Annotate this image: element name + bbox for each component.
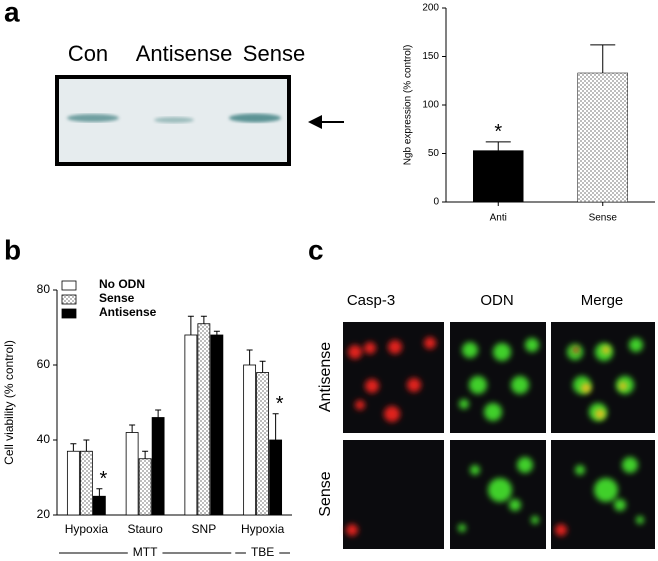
y-tick-label: 20 (37, 507, 51, 521)
x-tick-label: SNP (192, 522, 217, 536)
micrographs (343, 322, 655, 549)
bar (92, 495, 106, 516)
group-label: MTT (133, 545, 158, 559)
y-tick-label: 80 (37, 282, 51, 296)
bar (184, 334, 198, 516)
lane-label: Con (68, 41, 108, 66)
y-tick-label: 50 (428, 148, 440, 159)
x-tick-label: Hypoxia (65, 522, 109, 536)
significance-mark: * (99, 468, 107, 490)
significance-mark: * (276, 393, 284, 415)
row-label: Sense (317, 471, 334, 516)
bar (256, 372, 270, 516)
group-label-bg (127, 550, 163, 556)
legend-label: Sense (99, 291, 135, 305)
x-tick-label: Sense (589, 213, 618, 224)
x-tick-label: Stauro (127, 522, 163, 536)
legend-swatch (61, 294, 77, 305)
y-tick-label: 200 (422, 3, 439, 14)
row-label: Antisense (317, 342, 334, 412)
bar (66, 450, 80, 516)
bar (138, 458, 152, 516)
bar (577, 72, 628, 203)
y-tick-label: 0 (433, 197, 439, 208)
x-tick-label: Hypoxia (241, 522, 285, 536)
bar (269, 439, 283, 516)
legend-label: No ODN (99, 277, 145, 291)
panel-label: a (4, 0, 20, 27)
y-tick-label: 60 (37, 357, 51, 371)
column-label: Merge (581, 292, 624, 309)
bar (125, 432, 139, 516)
group-label-bg (245, 550, 280, 556)
bar (79, 450, 93, 516)
y-axis-label: Cell viability (% control) (2, 340, 16, 465)
y-tick-label: 100 (422, 100, 439, 111)
legend-swatch (61, 308, 77, 319)
column-label: Casp-3 (347, 292, 395, 309)
y-axis-label: Ngb expression (% control) (403, 45, 414, 166)
arrow (308, 115, 344, 129)
lane-label: Sense (243, 41, 305, 66)
blot-image (55, 75, 291, 166)
group-label: TBE (251, 545, 274, 559)
bar (473, 150, 524, 203)
legend-swatch (61, 280, 77, 291)
lane-label: Antisense (136, 41, 233, 66)
bar (197, 323, 211, 516)
bar (243, 364, 257, 516)
bar (210, 334, 224, 516)
panel-label: b (4, 234, 21, 265)
x-tick-label: Anti (490, 213, 507, 224)
y-tick-label: 40 (37, 432, 51, 446)
significance-mark: * (494, 121, 502, 143)
legend-label: Antisense (99, 305, 157, 319)
column-label: ODN (480, 292, 513, 309)
y-tick-label: 150 (422, 51, 439, 62)
panel-label: c (308, 234, 324, 265)
bar (151, 417, 165, 516)
